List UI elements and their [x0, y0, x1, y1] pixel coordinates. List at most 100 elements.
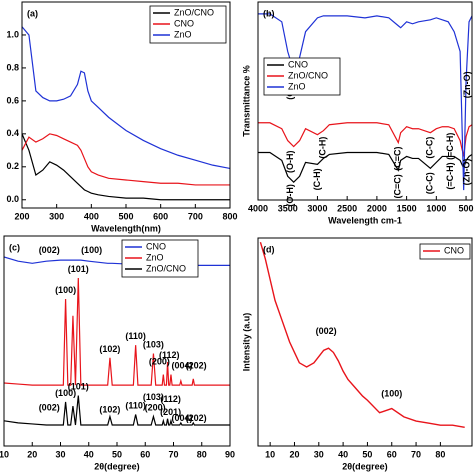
x-tick-label: 500 [118, 211, 133, 221]
legend-box [419, 243, 471, 260]
peak-label: (102) [99, 405, 120, 415]
x-tick-label: 70 [411, 449, 421, 459]
plot-lines [4, 256, 230, 426]
legend-label: CNO [288, 59, 308, 69]
peak-label: (110) [125, 400, 146, 410]
x-axis-label: Wavelength(nm) [91, 223, 161, 233]
x-tick-label: 2500 [337, 203, 357, 213]
legend-label: ZnO [146, 252, 164, 262]
peak-label: (002) [39, 245, 60, 255]
x-tick-label: 40 [84, 449, 94, 459]
x-tick-label: 90 [225, 449, 235, 459]
panel-label: (a) [27, 8, 38, 18]
peak-label: (110) [125, 331, 146, 341]
legend-label: ZnO/CNO [146, 263, 186, 273]
x-tick-label: 50 [112, 449, 122, 459]
x-tick-label: 20 [27, 449, 37, 459]
x-tick-label: 30 [55, 449, 65, 459]
y-tick-label: 1.0 [6, 29, 19, 39]
legend-label: ZnO [288, 81, 306, 91]
peak-label: (=C-H) [445, 133, 455, 160]
peak-label: (101) [68, 264, 89, 274]
panel-label: (c) [9, 242, 20, 252]
x-tick-label: 700 [188, 211, 203, 221]
peak-label: (201) [160, 407, 181, 417]
y-tick-label: 0.4 [6, 128, 19, 138]
x-tick-label: 1000 [426, 203, 446, 213]
peak-label: (Zn-O) [462, 71, 472, 98]
peak-label: (C=C) [393, 147, 403, 171]
panel: 10 20 30 40 50 60 70 80 (d) 2θ(degree) Intensity (… [241, 237, 473, 471]
legend-box [263, 57, 341, 96]
data-line [258, 151, 472, 184]
x-tick-label: 80 [197, 449, 207, 459]
peak-label: (002) [316, 326, 337, 336]
y-tick-label: 0.6 [6, 95, 19, 105]
peak-label: (112) [160, 394, 181, 404]
plot-frame [3, 235, 231, 447]
x-tick-label: 50 [362, 449, 372, 459]
x-tick-label: 3000 [307, 203, 327, 213]
legend: CNO [419, 243, 471, 260]
x-tick-label: 70 [168, 449, 178, 459]
x-tick-label: 10 [0, 449, 9, 459]
panel-label: (b) [263, 8, 275, 18]
peak-label: (C=C) [393, 174, 403, 198]
peak-label: (200) [145, 403, 166, 413]
peak-label: (202) [186, 413, 207, 423]
peak-label: (C-H) [318, 137, 328, 159]
legend-label: CNO [174, 18, 194, 28]
peak-label: (102) [99, 344, 120, 354]
x-axis-label: Wavelength cm-1 [328, 215, 402, 225]
y-tick-label: 0.2 [6, 161, 19, 171]
x-axis-label: 2θ(degree) [342, 461, 387, 471]
data-line [258, 122, 472, 157]
data-line [259, 241, 465, 428]
peak-label: (Zn-O) [462, 158, 472, 185]
peak-label: (C-C) [425, 137, 435, 159]
panel: 4000 3500 3000 2500 2000 1500 1000 500 (b) Wavele… [241, 1, 474, 225]
peak-label: (=C-H) [445, 162, 455, 189]
data-line [22, 26, 230, 170]
peak-label: (112) [159, 350, 180, 360]
plot-frame [21, 1, 231, 209]
peak-label: (103) [143, 340, 164, 350]
y-axis-label: Intensity (a.u) [241, 313, 251, 372]
peak-label: (O-H) [285, 184, 295, 207]
data-line [22, 133, 230, 186]
x-tick-label: 200 [14, 211, 29, 221]
x-tick-label: 600 [153, 211, 168, 221]
y-tick-label: 0.0 [6, 194, 19, 204]
peak-label: (100) [55, 285, 76, 295]
y-tick-label: 0.8 [6, 62, 19, 72]
x-tick-label: 60 [140, 449, 150, 459]
plot-frame [257, 237, 473, 447]
x-tick-label: 80 [435, 449, 445, 459]
x-tick-label: 2000 [367, 203, 387, 213]
x-tick-label: 20 [289, 449, 299, 459]
peak-label: (C-C) [425, 172, 435, 194]
y-axis-label: Transmittance % [241, 65, 251, 137]
peak-label: (100) [381, 388, 402, 398]
legend-label: CNO [146, 241, 166, 251]
peak-label: (C-H) [312, 168, 322, 190]
peak-label: (004) [171, 413, 192, 423]
peak-label: (002) [39, 403, 60, 413]
x-tick-label: 3500 [278, 203, 298, 213]
peak-label: (101) [68, 382, 89, 392]
peak-label: (103) [143, 392, 164, 402]
x-tick-label: 40 [338, 449, 348, 459]
x-axis-label: 2θ(degree) [94, 461, 139, 471]
legend-label: CNO [444, 245, 464, 255]
x-tick-label: 30 [314, 449, 324, 459]
peak-label: (100) [81, 245, 102, 255]
plot-lines [22, 26, 230, 201]
x-tick-label: 10 [265, 449, 275, 459]
x-tick-label: 400 [84, 211, 99, 221]
x-tick-label: 800 [222, 211, 237, 221]
data-line [22, 133, 230, 201]
legend-label: ZnO [174, 29, 192, 39]
peak-label: (100) [55, 388, 76, 398]
